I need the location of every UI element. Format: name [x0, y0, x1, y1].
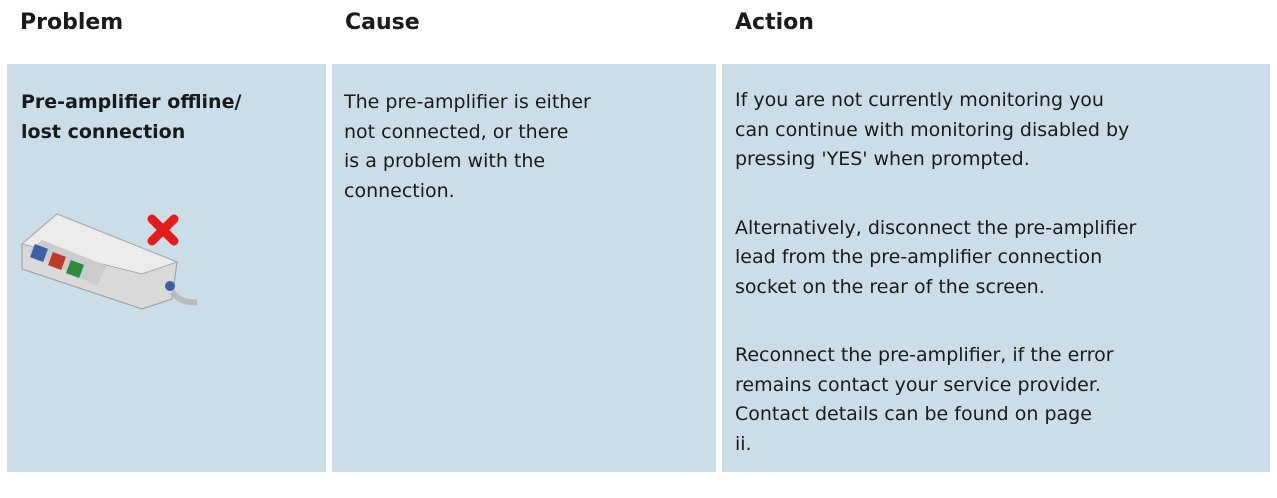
- table: Problem Cause Action Pre-amplifier offli…: [7, 10, 1270, 472]
- text-line: Pre-amplifier offline/: [21, 91, 242, 113]
- action-text: If you are not currently monitoring you c…: [735, 86, 1136, 498]
- text-line: ii.: [735, 432, 752, 455]
- paragraph: If you are not currently monitoring you c…: [735, 86, 1136, 175]
- text-line: lost connection: [21, 120, 186, 143]
- cause-cell: The pre-amplifier is either not connected…: [332, 64, 716, 472]
- text-line: connection.: [344, 179, 455, 202]
- problem-cell: Pre-amplifier offline/lost connection: [7, 64, 326, 472]
- paragraph: Reconnect the pre-amplifier, if the erro…: [735, 341, 1136, 459]
- text-line: not connected, or there: [344, 120, 569, 143]
- text-line: Alternatively, disconnect the pre-amplif…: [735, 216, 1137, 239]
- text-line: Contact details can be found on page: [735, 403, 1092, 425]
- paragraph: Alternatively, disconnect the pre-amplif…: [735, 214, 1136, 303]
- text-line: lead from the pre-amplifier connection: [735, 246, 1103, 268]
- column-header: Problem: [20, 10, 124, 35]
- text-line: pressing 'YES' when prompted.: [735, 148, 1030, 170]
- column-header: Cause: [345, 10, 420, 35]
- text-line: If you are not currently monitoring you: [735, 89, 1104, 111]
- text-line: is a problem with the: [344, 150, 546, 172]
- pre-amplifier-image: [20, 213, 198, 310]
- error-cross: [147, 214, 179, 246]
- cause-text: The pre-amplifier is either not connected…: [344, 88, 591, 206]
- text-line: socket on the rear of the screen.: [735, 275, 1045, 298]
- text-line: can continue with monitoring disabled by: [735, 118, 1130, 141]
- text-line: Reconnect the pre-amplifier, if the erro…: [735, 344, 1114, 366]
- text-line: remains contact your service provider.: [735, 373, 1101, 396]
- action-cell: If you are not currently monitoring you c…: [722, 64, 1270, 472]
- problem-text: Pre-amplifier offline/lost connection: [21, 88, 241, 147]
- device: [20, 213, 198, 310]
- text-line: The pre-amplifier is either: [344, 91, 591, 113]
- column-header: Action: [735, 10, 814, 35]
